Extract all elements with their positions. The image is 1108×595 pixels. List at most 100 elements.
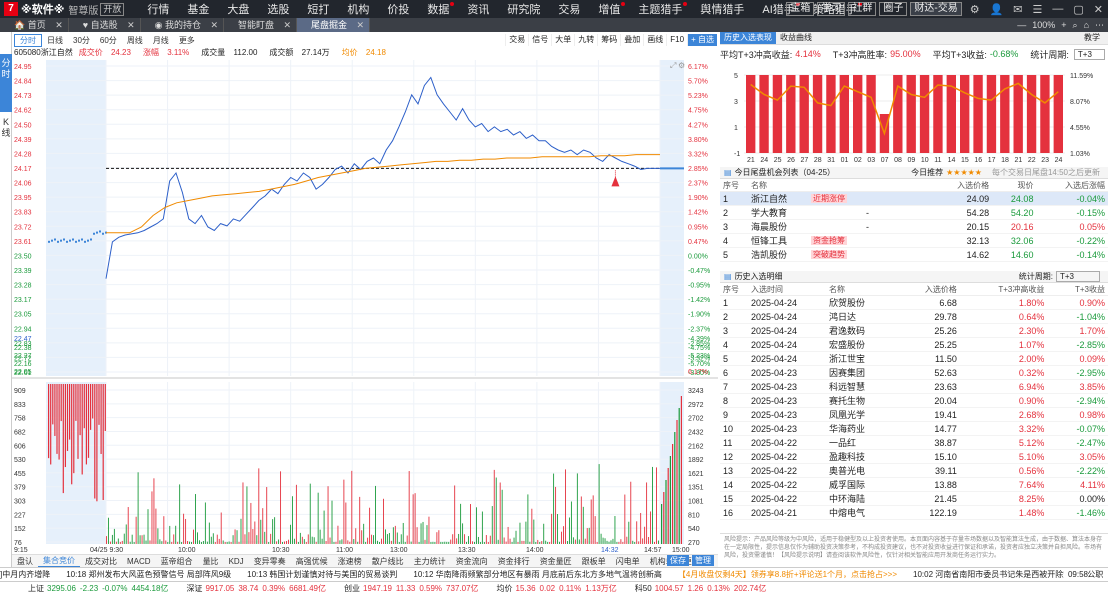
- news-item[interactable]: 10:18 郑州发布大风蓝色预警信号 局部阵风9级: [66, 570, 232, 579]
- stock-name[interactable]: 鸿日达: [826, 309, 896, 324]
- menu-item[interactable]: 舆情猎手: [700, 4, 745, 16]
- signal-button[interactable]: 信号: [528, 34, 551, 46]
- index-item[interactable]: 上证 3295.06 -2.23 -0.07% 4454.18亿: [28, 583, 172, 594]
- indicator-tab[interactable]: 成交对比: [85, 556, 117, 566]
- table-row[interactable]: 8 2025-04-23 赛托生物 20.04 0.90% -2.94%: [720, 393, 1108, 408]
- tab-smart-watch[interactable]: 智能盯盘 ✕: [224, 18, 297, 32]
- tab-history-performance[interactable]: 历史入选表现: [720, 32, 776, 44]
- indicator-tab[interactable]: 资金流向: [455, 556, 488, 566]
- minimize-icon[interactable]: —: [1052, 3, 1064, 15]
- close-tab-icon[interactable]: ✕: [55, 20, 63, 30]
- index-item[interactable]: 科50 1004.57 1.26 0.13% 202.74亿: [635, 583, 771, 594]
- stock-name[interactable]: 欣贺股份: [826, 295, 896, 310]
- f10-button[interactable]: F10: [666, 34, 687, 46]
- settings-icon[interactable]: ⚙: [969, 3, 980, 16]
- intraday-chart[interactable]: 24.95 6.17% 24.84 5.70% 24.73 5.23% 24.62 4.75%…: [12, 58, 718, 554]
- tab-holdings[interactable]: ◉ 我的持仓 ✕: [141, 18, 224, 32]
- news-item[interactable]: 10:02 河南省南阳市委员书记朱是西被开除党籍和公职: [913, 570, 1104, 579]
- stock-name[interactable]: 中环海陆: [826, 491, 896, 506]
- stock-name[interactable]: 奥普光电: [826, 463, 896, 478]
- table-row[interactable]: 1 2025-04-24 欣贺股份 6.68 1.80% 0.90%: [720, 295, 1108, 310]
- zoom-out-icon[interactable]: —: [1017, 20, 1027, 30]
- tab-watchlist[interactable]: ♥ 自选股 ✕: [69, 18, 141, 32]
- close-tab-icon[interactable]: ✕: [127, 20, 135, 30]
- close-tab-icon[interactable]: ✕: [210, 20, 218, 30]
- table-row[interactable]: 2 2025-04-24 鸿日达 29.78 0.64% -1.04%: [720, 309, 1108, 324]
- index-item[interactable]: 创业 1947.19 11.33 0.59% 737.07亿: [344, 583, 483, 594]
- period-30m[interactable]: 30分: [73, 35, 90, 45]
- period-day[interactable]: 日线: [47, 35, 63, 45]
- overlay-button[interactable]: 叠加: [620, 34, 643, 46]
- draw-button[interactable]: 画线: [643, 34, 666, 46]
- trade-button[interactable]: 交易: [505, 34, 528, 46]
- table-row[interactable]: 2 学大教育 -54.28 54.20 -0.15%: [720, 205, 1108, 220]
- table-row[interactable]: 15 2025-04-22 中环海陆 21.45 8.25% 0.00%: [720, 491, 1108, 506]
- period-more[interactable]: 更多: [178, 35, 195, 45]
- stock-name[interactable]: 君逸数码: [826, 323, 896, 338]
- stock-name[interactable]: 科远智慧: [826, 379, 896, 394]
- indicator-tab[interactable]: 闪电单: [615, 556, 640, 566]
- stock-name[interactable]: 浙江自然: [748, 191, 808, 206]
- indicator-tab[interactable]: 资金排行: [497, 556, 530, 566]
- trade-select[interactable]: 财达-交易: [910, 2, 962, 16]
- indicator-tab[interactable]: 高强优候: [295, 556, 328, 566]
- menu-item[interactable]: 基金: [187, 4, 210, 16]
- close-icon[interactable]: ✕: [1093, 3, 1103, 16]
- index-item[interactable]: 深证 9917.05 38.74 0.39% 6681.49亿: [186, 583, 330, 594]
- tab-return-curve[interactable]: 收益曲线: [780, 33, 812, 42]
- period-select[interactable]: T+3: [1073, 48, 1105, 60]
- manage-button[interactable]: 管理: [692, 555, 714, 566]
- table-row[interactable]: 4 2025-04-24 宏盛股份 25.25 1.07% -2.85%: [720, 337, 1108, 352]
- indicator-tab[interactable]: 散户线比: [371, 556, 404, 566]
- table-row[interactable]: 14 2025-04-22 威孚国际 13.88 7.64% 4.11%: [720, 477, 1108, 492]
- table-row[interactable]: 9 2025-04-23 凤凰光学 19.41 2.68% 0.98%: [720, 407, 1108, 422]
- period-week[interactable]: 周线: [126, 35, 143, 45]
- table-row[interactable]: 11 2025-04-22 一品红 38.87 5.12% -2.47%: [720, 435, 1108, 450]
- news-item[interactable]: 10:12 华南降雨频繁部分地区有暴雨 月底前后东北方多地气温将创新高: [413, 570, 662, 579]
- tab-tail-gold[interactable]: 尾盘掘金 ✕: [297, 18, 371, 32]
- news-item[interactable]: 【4月收盘仅剩4天】领券享8.8折+评论送1个月，点击抢占>>>: [677, 570, 898, 579]
- maximize-icon[interactable]: ▢: [1073, 3, 1084, 16]
- table-row[interactable]: 3 海晨股份 -20.15 20.16 0.05%: [720, 219, 1108, 234]
- kline-tab[interactable]: K线: [1, 117, 11, 138]
- period-month[interactable]: 月线: [152, 35, 169, 45]
- table-row[interactable]: 5 2025-04-24 浙江世宝 11.50 2.00% 0.09%: [720, 351, 1108, 366]
- table-row[interactable]: 10 2025-04-23 华海药业 14.77 3.32% -0.07%: [720, 421, 1108, 436]
- stock-name[interactable]: 一品红: [826, 435, 896, 450]
- menu-item[interactable]: 增值: [589, 1, 629, 17]
- menu-item[interactable]: 数据: [418, 1, 458, 17]
- indicator-tab[interactable]: 盘认: [17, 556, 33, 566]
- circle-button[interactable]: 圈子: [879, 2, 908, 16]
- treasure-button[interactable]: 宝箱: [786, 2, 815, 16]
- table-row[interactable]: 13 2025-04-22 奥普光电 39.11 0.56% -2.22%: [720, 463, 1108, 478]
- stock-name[interactable]: 海晨股份: [748, 219, 808, 234]
- indicator-tab[interactable]: 主力统计: [413, 556, 446, 566]
- indicator-tab[interactable]: 机构单: [649, 556, 674, 566]
- news-item[interactable]: ]中月内齐增降: [0, 570, 51, 579]
- open-badge[interactable]: 开放: [100, 2, 125, 16]
- mail-icon[interactable]: ✉: [1013, 3, 1023, 16]
- help-link[interactable]: 教学: [1084, 33, 1100, 42]
- table-row[interactable]: 3 2025-04-24 君逸数码 25.26 2.30% 1.70%: [720, 323, 1108, 338]
- indicator-tab[interactable]: 涨速榜: [337, 556, 362, 566]
- chips-button[interactable]: 筹码: [597, 34, 620, 46]
- close-tab-icon[interactable]: ✕: [356, 20, 365, 30]
- menu-item[interactable]: 价投: [387, 4, 410, 16]
- stock-name[interactable]: 华海药业: [826, 421, 896, 436]
- stock-name[interactable]: 宏盛股份: [826, 337, 896, 352]
- learn-button[interactable]: 学习: [817, 2, 846, 16]
- indicator-tab[interactable]: 集合竞价: [38, 555, 80, 567]
- stock-name[interactable]: 赛托生物: [826, 393, 896, 408]
- minute-tab[interactable]: 分时: [0, 54, 12, 112]
- stock-name[interactable]: 因赛集团: [826, 365, 896, 380]
- menu-item[interactable]: 资讯: [467, 4, 490, 16]
- menu-item[interactable]: 短打: [307, 4, 330, 16]
- stock-name[interactable]: 浩凯股份: [748, 247, 808, 262]
- indicator-tab[interactable]: 变异零奏: [253, 556, 286, 566]
- nine-turn-button[interactable]: 九转: [574, 34, 597, 46]
- menu-item[interactable]: 机构: [347, 4, 370, 16]
- indicator-tab[interactable]: 蓝帝组合: [160, 556, 193, 566]
- table-row[interactable]: 5 浩凯股份 突破趋势 14.62 14.60 -0.14%: [720, 247, 1108, 262]
- search-icon[interactable]: ⌕: [1072, 19, 1078, 30]
- indicator-tab[interactable]: MACD: [127, 556, 151, 566]
